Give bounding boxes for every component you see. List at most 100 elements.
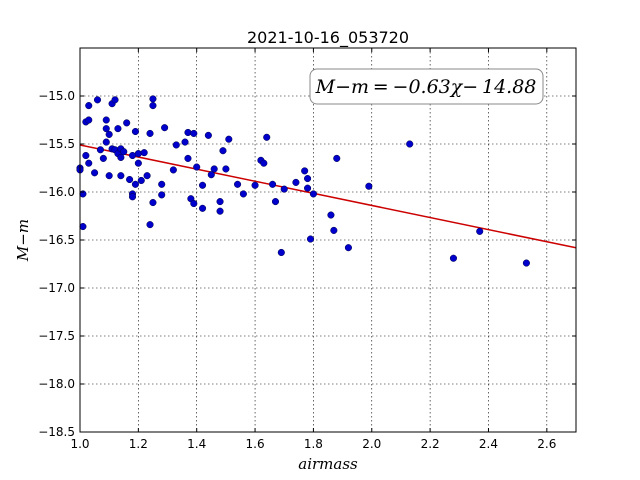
- data-point: [146, 221, 154, 229]
- y-tick-label: −17.5: [38, 329, 75, 343]
- data-point: [190, 199, 198, 208]
- data-point: [263, 133, 271, 141]
- data-point: [327, 211, 335, 219]
- data-points: [76, 95, 530, 267]
- data-point: [102, 125, 110, 133]
- data-point: [476, 227, 484, 235]
- data-point: [85, 116, 93, 124]
- y-tick-label: −17.0: [38, 281, 75, 295]
- x-tick-label: 2.2: [421, 437, 440, 451]
- data-point: [134, 150, 142, 158]
- data-point: [306, 235, 315, 243]
- y-tick-label: −18.5: [38, 425, 75, 439]
- x-tick-label: 2.0: [362, 437, 381, 451]
- data-point: [143, 172, 151, 180]
- data-point: [198, 181, 207, 189]
- fit-line: [79, 144, 577, 249]
- data-point: [123, 119, 131, 127]
- data-point: [193, 163, 201, 171]
- data-point: [406, 140, 414, 148]
- data-point: [330, 226, 338, 234]
- data-point: [184, 128, 192, 137]
- fit-line-segment: [79, 144, 577, 249]
- fit-equation: M−m = −0.63χ− 14.88: [315, 76, 537, 98]
- data-point: [111, 96, 119, 104]
- x-tick-label: 1.2: [129, 437, 148, 451]
- data-point: [198, 204, 207, 212]
- data-point: [117, 153, 125, 161]
- data-point: [102, 116, 110, 124]
- data-point: [210, 165, 218, 173]
- x-tick-label: 2.4: [479, 437, 498, 451]
- data-point: [134, 159, 142, 167]
- chart-title: 2021-10-16_053720: [247, 28, 409, 48]
- data-point: [120, 148, 128, 156]
- data-point: [222, 165, 230, 173]
- data-point: [304, 175, 312, 183]
- data-point: [271, 198, 280, 206]
- data-point: [99, 154, 107, 162]
- data-point: [365, 182, 373, 190]
- data-point: [333, 154, 341, 162]
- data-point: [216, 198, 224, 206]
- x-axis-label: airmass: [298, 455, 358, 473]
- data-point: [105, 130, 113, 138]
- x-tick-label: 1.0: [70, 437, 89, 451]
- data-point: [277, 248, 285, 257]
- y-tick-label: −15.0: [38, 89, 75, 103]
- data-point: [79, 223, 87, 231]
- data-point: [85, 159, 93, 167]
- data-point: [149, 102, 157, 110]
- x-tick-label: 1.6: [246, 437, 265, 451]
- data-point: [207, 171, 215, 179]
- data-point: [137, 176, 145, 185]
- data-point: [161, 124, 169, 132]
- y-axis-label: M−m: [14, 219, 32, 262]
- x-tick-label: 1.4: [187, 437, 206, 451]
- data-point: [239, 190, 247, 198]
- y-tick-label: −15.5: [38, 137, 75, 151]
- data-point: [96, 146, 104, 154]
- data-point: [304, 184, 312, 192]
- x-tick-label: 1.8: [304, 437, 323, 451]
- data-point: [309, 190, 317, 198]
- data-point: [85, 102, 93, 110]
- data-point: [280, 185, 288, 193]
- data-point: [114, 125, 122, 133]
- y-tick-label: −16.0: [38, 185, 75, 199]
- data-point: [234, 180, 242, 188]
- data-point: [126, 175, 134, 184]
- data-point: [260, 159, 268, 167]
- data-point: [169, 166, 177, 174]
- data-point: [146, 129, 154, 137]
- data-point: [522, 259, 530, 267]
- data-point: [344, 244, 352, 252]
- data-point: [269, 180, 277, 188]
- y-tick-label: −18.0: [38, 377, 75, 391]
- data-point: [158, 180, 166, 188]
- data-point: [149, 95, 157, 103]
- data-point: [225, 135, 233, 143]
- data-point: [158, 191, 166, 199]
- data-point: [251, 181, 259, 189]
- fit-equation-box: M−m = −0.63χ− 14.88: [309, 68, 544, 105]
- axis-ticks: 1.0 1.2 1.4 1.6 1.8 2.0 2.2 2.4 2.6 −15.0 −15.5 −16…: [38, 48, 576, 451]
- data-point: [190, 129, 198, 137]
- x-tick-label: 2.6: [537, 437, 556, 451]
- data-point: [184, 154, 192, 162]
- data-point: [181, 138, 189, 146]
- data-point: [219, 147, 227, 155]
- data-point: [140, 149, 148, 157]
- data-point: [172, 141, 180, 149]
- data-point: [449, 254, 458, 262]
- data-point: [216, 207, 224, 215]
- data-point: [117, 172, 125, 180]
- data-point: [204, 131, 212, 139]
- data-point: [105, 172, 113, 180]
- data-point: [102, 138, 110, 146]
- y-tick-label: −16.5: [38, 233, 75, 247]
- data-point: [292, 178, 300, 186]
- data-point: [82, 151, 90, 160]
- data-point: [131, 180, 139, 188]
